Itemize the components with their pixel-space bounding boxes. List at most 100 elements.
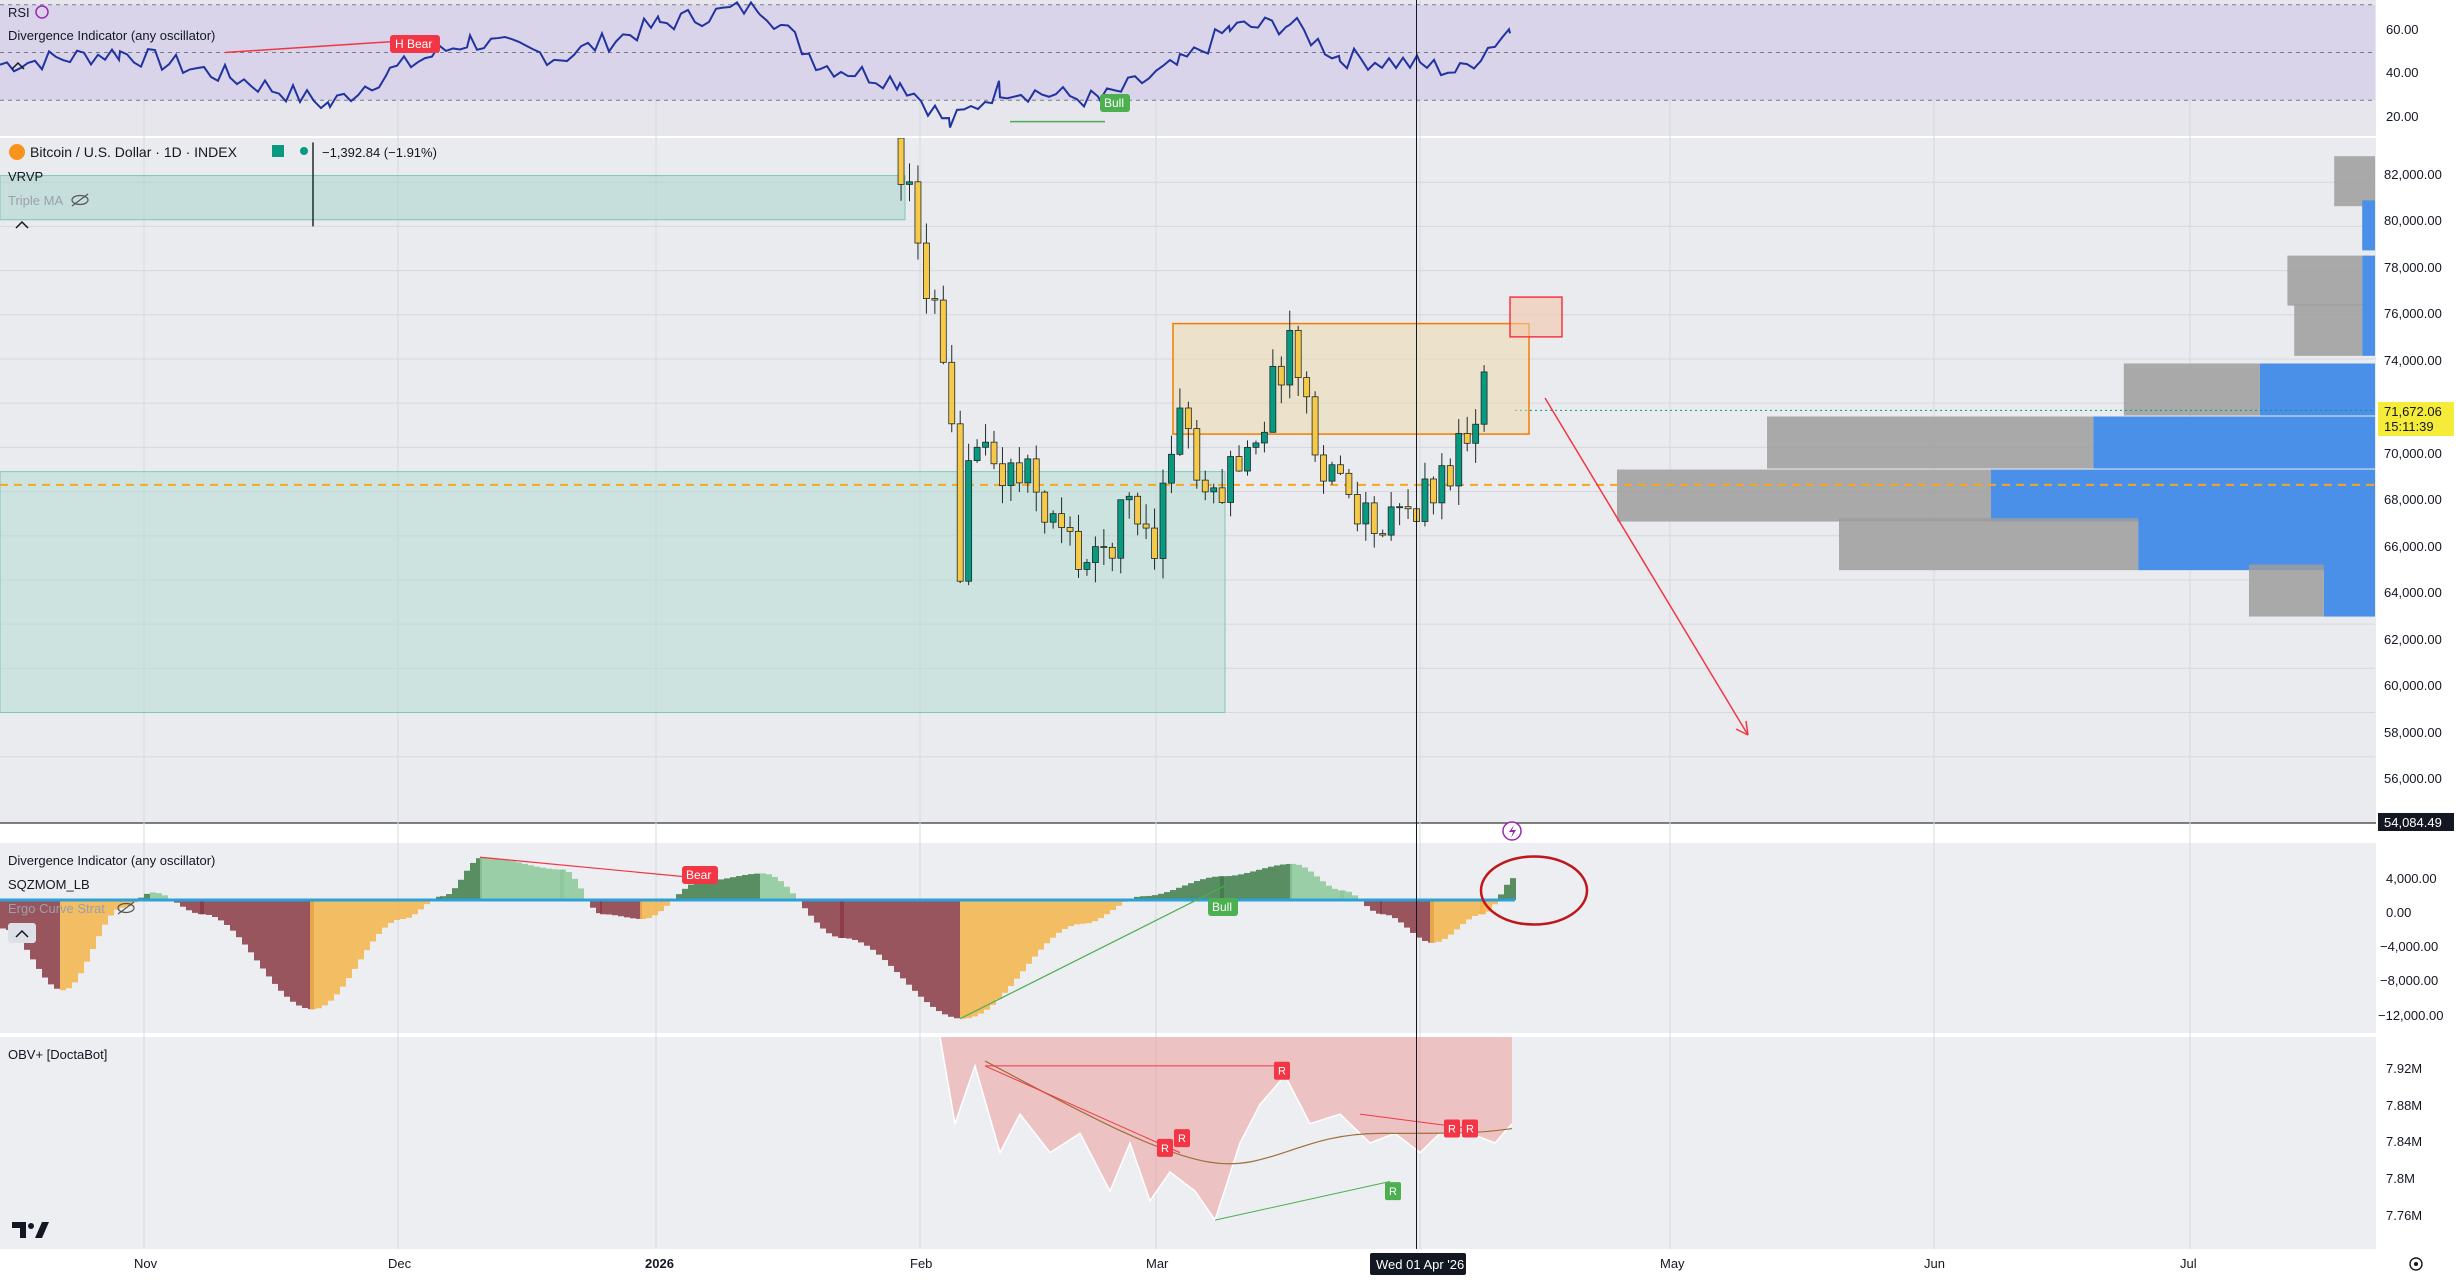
- candle-body: [1194, 429, 1200, 481]
- momentum-histogram-bar: [742, 875, 748, 900]
- momentum-histogram-bar: [1056, 900, 1062, 933]
- momentum-histogram-bar: [224, 900, 230, 925]
- candle-body: [1135, 496, 1141, 524]
- candle-body: [1278, 366, 1284, 385]
- momentum-histogram-bar: [600, 900, 606, 914]
- rsi-divergence-title: Divergence Indicator (any oscillator): [8, 28, 215, 43]
- momentum-histogram-bar: [284, 900, 290, 997]
- bull-rsi-badge: Bull: [1100, 94, 1130, 112]
- momentum-histogram-bar: [394, 900, 400, 920]
- momentum-histogram-bar: [352, 900, 358, 969]
- candle-body: [898, 138, 904, 184]
- obv-title: OBV+ [DoctaBot]: [8, 1047, 107, 1062]
- obv-tick: 7.76M: [2386, 1208, 2422, 1223]
- obv-r-badge: R: [1385, 1182, 1401, 1200]
- momentum-histogram-bar: [966, 900, 972, 1018]
- momentum-histogram-bar: [452, 888, 458, 900]
- lightning-event-icon[interactable]: [1503, 822, 1521, 840]
- momentum-histogram-bar: [748, 874, 754, 900]
- obv-r-badge: R: [1174, 1129, 1190, 1147]
- momentum-histogram-bar: [212, 900, 218, 917]
- momentum-histogram-bar: [840, 900, 846, 938]
- momentum-histogram-bar: [894, 900, 900, 972]
- bitcoin-logo-icon: [9, 144, 25, 160]
- momentum-histogram-bar: [1472, 900, 1478, 916]
- momentum-histogram-bar: [370, 900, 376, 942]
- momentum-histogram-bar: [498, 859, 504, 900]
- candle-body: [1101, 547, 1107, 548]
- momentum-histogram-bar: [218, 900, 224, 920]
- momentum-histogram-bar: [1068, 900, 1074, 926]
- sqzmom-label[interactable]: SQZMOM_LB: [8, 877, 90, 892]
- momentum-histogram-bar: [826, 900, 832, 933]
- candle-body: [1354, 494, 1360, 523]
- momentum-histogram-bar: [272, 900, 278, 984]
- momentum-histogram-bar: [364, 900, 370, 950]
- candle-body: [1473, 424, 1479, 443]
- candle-body: [1126, 496, 1132, 499]
- momentum-histogram-bar: [858, 900, 864, 942]
- rsi-tick: 60.00: [2386, 22, 2419, 37]
- momentum-histogram-bar: [960, 900, 966, 1019]
- momentum-histogram-bar: [470, 863, 476, 900]
- candle-body: [1092, 547, 1098, 563]
- h-bear-badge: H Bear: [390, 35, 440, 53]
- momentum-histogram-bar: [948, 900, 954, 1017]
- momentum-histogram-bar: [522, 864, 528, 900]
- candle-body: [1312, 397, 1318, 455]
- momentum-histogram-bar: [1232, 875, 1238, 900]
- momentum-histogram-bar: [718, 879, 724, 900]
- target-box[interactable]: [1510, 297, 1562, 337]
- candle-body: [1261, 432, 1267, 443]
- momentum-histogram-bar: [382, 900, 388, 928]
- momentum-histogram-bar: [572, 879, 578, 900]
- obv-r-badge: R: [1274, 1062, 1290, 1080]
- candle-body: [1050, 514, 1056, 523]
- candle-body: [1380, 534, 1386, 536]
- momentum-histogram-bar: [1326, 886, 1332, 900]
- candle-body: [1143, 524, 1149, 528]
- momentum-collapse-button[interactable]: [8, 923, 36, 943]
- momentum-histogram-bar: [954, 900, 960, 1018]
- momentum-histogram-bar: [1370, 900, 1376, 911]
- momentum-histogram-bar: [784, 887, 790, 900]
- momentum-histogram-bar: [936, 900, 942, 1011]
- time-tick: Mar: [1146, 1256, 1169, 1271]
- ergo-label[interactable]: Ergo Curve Strat: [8, 901, 105, 916]
- time-tick: Jun: [1924, 1256, 1945, 1271]
- time-tick: 2026: [645, 1256, 674, 1271]
- obv-r-badge: R: [1462, 1120, 1478, 1138]
- symbol-name[interactable]: Bitcoin / U.S. Dollar · 1D · INDEX: [30, 144, 238, 160]
- momentum-histogram-bar: [266, 900, 272, 976]
- momentum-histogram-bar: [1080, 900, 1086, 924]
- momentum-histogram-bar: [870, 900, 876, 950]
- momentum-histogram-bar: [1188, 883, 1194, 900]
- momentum-histogram-bar: [766, 874, 772, 900]
- candle-body: [1168, 454, 1174, 483]
- triple-ma-label[interactable]: Triple MA: [8, 193, 63, 208]
- candle-body: [1185, 408, 1191, 429]
- momentum-tick: −4,000.00: [2380, 939, 2438, 954]
- vrvp-label[interactable]: VRVP: [8, 169, 43, 184]
- time-tick: Feb: [910, 1256, 932, 1271]
- price-tick: 68,000.00: [2384, 492, 2442, 507]
- momentum-histogram-bar: [814, 900, 820, 923]
- momentum-histogram-bar: [1014, 900, 1020, 979]
- momentum-histogram-bar: [400, 900, 406, 919]
- momentum-histogram-bar: [560, 870, 566, 900]
- momentum-histogram-bar: [1380, 900, 1386, 914]
- momentum-histogram-bar: [1510, 878, 1516, 900]
- h-bear-text: H Bear: [395, 37, 432, 51]
- momentum-histogram-bar: [346, 900, 352, 978]
- momentum-histogram-bar: [612, 900, 618, 915]
- momentum-histogram-bar: [1026, 900, 1032, 964]
- volume-profile-up-bar: [2362, 200, 2375, 250]
- obv-badge-text: R: [1178, 1133, 1186, 1145]
- momentum-histogram-bar: [340, 900, 346, 987]
- candle-body: [1033, 459, 1039, 492]
- momentum-histogram-bar: [248, 900, 254, 952]
- momentum-histogram-bar: [406, 900, 412, 918]
- volume-profile-up-bar: [2362, 304, 2375, 356]
- obv-r-badge: R: [1157, 1139, 1173, 1157]
